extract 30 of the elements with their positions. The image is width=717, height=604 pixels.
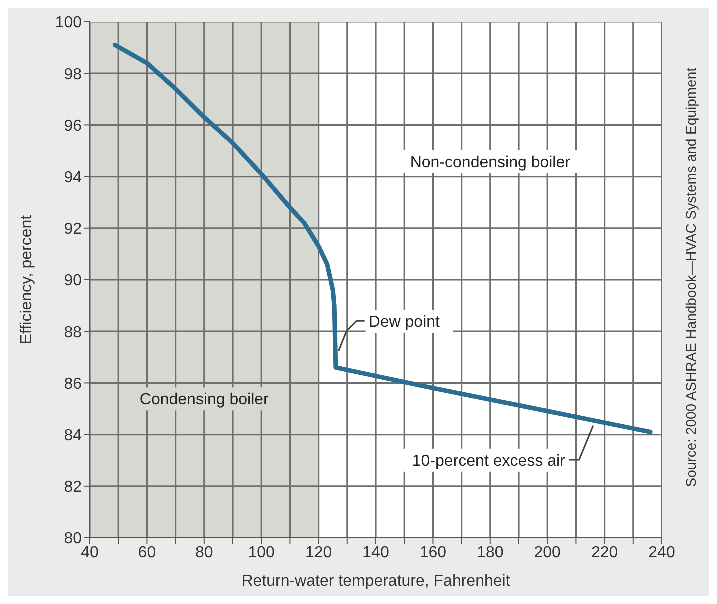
x-tick-label: 160 (420, 544, 447, 562)
x-tick-label: 100 (248, 544, 276, 562)
x-tick-label: 40 (81, 544, 99, 562)
y-tick-label: 92 (64, 221, 82, 238)
x-tick-label: 80 (196, 544, 214, 562)
y-tick-label: 80 (64, 530, 82, 548)
y-tick-label: 98 (64, 66, 82, 84)
y-tick-label: 84 (64, 427, 82, 444)
line-series (112, 42, 653, 434)
y-tick-label: 96 (64, 118, 82, 135)
y-axis-title: Efficiency, percent (18, 214, 36, 345)
x-tick-label: 120 (305, 544, 332, 562)
annotation: Dew point (368, 314, 441, 332)
y-tick-label: 94 (64, 169, 82, 186)
x-tick-label: 200 (534, 544, 562, 562)
annotation: 10-percent excess air (412, 452, 566, 470)
y-tick-label: 88 (64, 324, 82, 342)
x-tick-label: 140 (362, 544, 390, 562)
y-tick-label: 100 (55, 14, 82, 32)
x-tick-label: 240 (648, 544, 676, 562)
x-tick-label: 60 (138, 544, 156, 562)
band-label: Non-condensing boiler (410, 154, 572, 172)
x-tick-label: 220 (591, 544, 618, 562)
y-tick-label: 86 (64, 376, 82, 393)
y-tick-label: 82 (64, 479, 82, 496)
band-label: Condensing boiler (140, 392, 270, 409)
x-axis-title: Return-water temperature, Fahrenheit (242, 573, 511, 590)
y-tick-label: 90 (64, 272, 82, 290)
x-tick-label: 180 (477, 544, 504, 562)
source-note: Source: 2000 ASHRAE Handbook—HVAC Systems and Equipment (683, 68, 699, 488)
